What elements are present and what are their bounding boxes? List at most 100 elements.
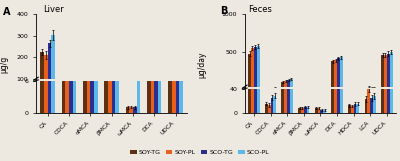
Bar	[290, 28, 293, 113]
Bar	[370, 88, 373, 90]
Bar	[83, 16, 87, 113]
Bar	[364, 88, 368, 90]
Bar	[337, 0, 340, 113]
Bar	[51, 0, 55, 113]
Bar	[172, 91, 176, 100]
Bar	[257, 46, 260, 90]
Bar	[340, 57, 343, 90]
Bar	[108, 98, 112, 100]
Bar	[356, 89, 359, 90]
Bar	[334, 0, 337, 113]
Bar	[69, 0, 73, 113]
Bar	[354, 89, 356, 90]
Bar	[368, 89, 370, 113]
Bar	[390, 0, 392, 113]
Bar	[290, 79, 293, 90]
Bar	[368, 87, 370, 90]
Text: Feces: Feces	[248, 5, 272, 14]
Bar	[73, 94, 76, 100]
Bar	[315, 89, 318, 90]
Bar	[40, 0, 44, 113]
Bar	[87, 22, 90, 113]
Bar	[251, 0, 254, 113]
Bar	[282, 82, 284, 90]
Bar	[351, 106, 354, 113]
Bar	[176, 0, 179, 113]
Bar	[387, 54, 390, 90]
Bar	[348, 89, 351, 90]
Bar	[304, 107, 306, 113]
Bar	[337, 58, 340, 90]
Bar	[112, 59, 115, 113]
Bar	[115, 48, 119, 113]
Bar	[331, 0, 334, 113]
Bar	[65, 95, 69, 100]
Bar	[356, 104, 359, 113]
Bar	[282, 52, 284, 113]
Bar	[334, 60, 337, 90]
Bar	[390, 52, 392, 90]
Bar	[384, 55, 387, 90]
Bar	[40, 52, 44, 100]
Bar	[158, 87, 162, 100]
Bar	[298, 108, 301, 113]
Bar	[104, 70, 108, 113]
Bar	[129, 107, 133, 113]
Bar	[65, 0, 69, 113]
Bar	[318, 108, 320, 113]
Bar	[306, 107, 309, 113]
Bar	[340, 0, 343, 113]
Text: μg/g: μg/g	[0, 56, 8, 73]
Bar	[254, 0, 257, 113]
Bar	[62, 94, 65, 100]
Bar	[179, 0, 183, 113]
Bar	[147, 87, 151, 100]
Bar	[287, 34, 290, 113]
Bar	[265, 89, 268, 90]
Bar	[151, 0, 154, 113]
Bar	[287, 80, 290, 90]
Bar	[154, 0, 158, 113]
Bar	[158, 0, 162, 113]
Bar	[284, 40, 287, 113]
Bar	[304, 89, 306, 90]
Bar	[270, 98, 273, 113]
Bar	[94, 0, 98, 113]
Bar	[126, 107, 129, 113]
Bar	[384, 0, 387, 113]
Bar	[348, 105, 351, 113]
Bar	[154, 86, 158, 100]
Bar	[354, 104, 356, 113]
Text: A: A	[3, 7, 10, 17]
Bar	[151, 87, 154, 100]
Bar	[284, 81, 287, 90]
Bar	[248, 0, 251, 113]
Legend: SOY-TG, SOY-PL, SCO-TG, SCO-PL: SOY-TG, SOY-PL, SCO-TG, SCO-PL	[128, 147, 272, 158]
Bar	[168, 90, 172, 100]
Bar	[168, 0, 172, 113]
Bar	[273, 96, 276, 113]
Bar	[136, 98, 140, 100]
Bar	[104, 98, 108, 100]
Bar	[90, 96, 94, 100]
Bar	[318, 89, 320, 90]
Bar	[251, 48, 254, 90]
Bar	[44, 0, 48, 113]
Bar	[51, 35, 55, 100]
Bar	[370, 98, 373, 113]
Text: Liver: Liver	[44, 5, 64, 14]
Bar	[44, 55, 48, 100]
Bar	[48, 0, 51, 113]
Bar	[373, 88, 376, 90]
Bar	[179, 92, 183, 100]
Bar	[136, 59, 140, 113]
Bar	[320, 110, 323, 113]
Bar	[176, 89, 179, 100]
Bar	[172, 0, 176, 113]
Bar	[306, 89, 309, 90]
Bar	[315, 108, 318, 113]
Bar	[323, 89, 326, 90]
Bar	[133, 107, 136, 113]
Bar	[351, 89, 354, 90]
Bar	[94, 94, 98, 100]
